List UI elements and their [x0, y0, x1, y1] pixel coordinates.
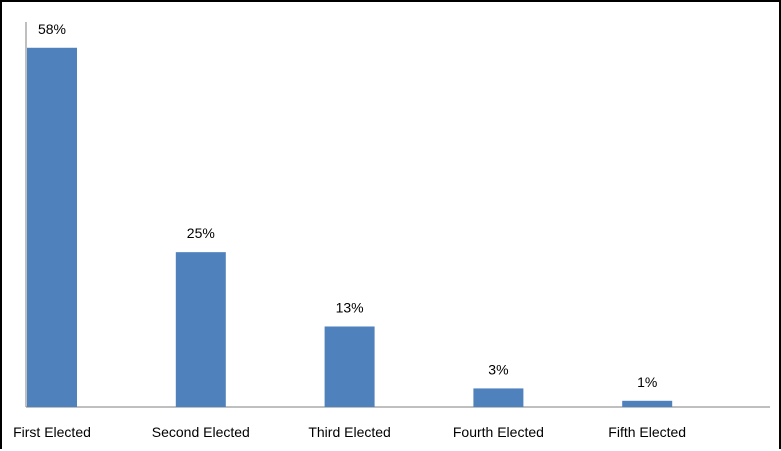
x-tick-labels-group: First Elected Second Elected Third Elected…	[13, 424, 686, 440]
x-tick-label-4: Fourth Elected	[453, 424, 544, 440]
data-label-5: 1%	[637, 374, 657, 390]
bar-3	[324, 326, 375, 407]
x-tick-label-5: Fifth Elected	[608, 424, 686, 440]
bar-5	[622, 400, 673, 407]
x-tick-label-3: Third Elected	[308, 424, 390, 440]
data-labels-group: 58% 25% 13% 3% 1%	[38, 21, 657, 390]
bar-2	[175, 252, 226, 407]
bars-group	[27, 47, 673, 407]
data-label-2: 25%	[187, 225, 215, 241]
data-label-3: 13%	[336, 299, 364, 315]
bar-1	[27, 47, 77, 407]
bar-4	[473, 388, 524, 407]
x-tick-label-1: First Elected	[13, 424, 91, 440]
data-label-1: 58%	[38, 21, 66, 37]
x-tick-label-2: Second Elected	[152, 424, 250, 440]
data-label-4: 3%	[488, 361, 508, 377]
